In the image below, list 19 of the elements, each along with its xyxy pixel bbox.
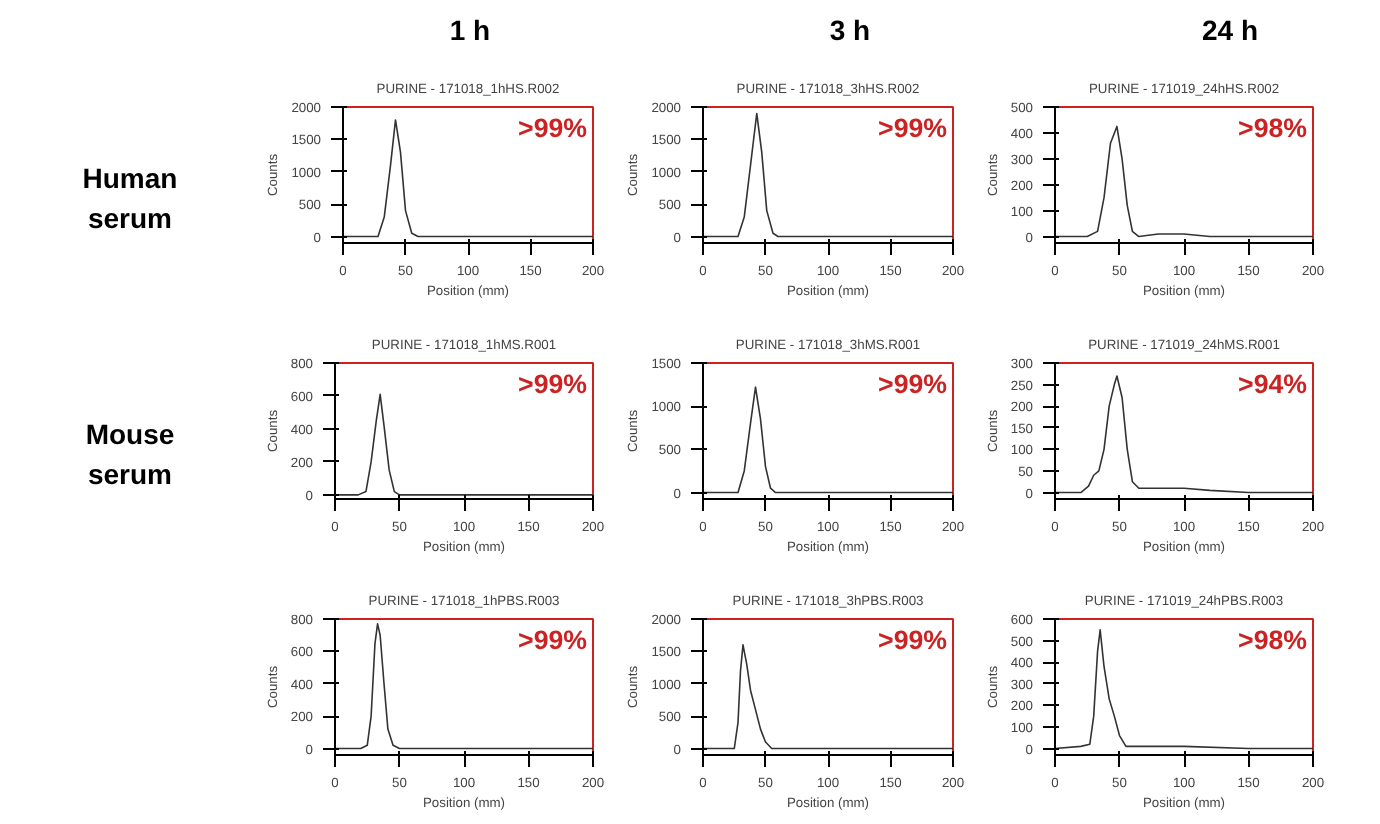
annotation: >99%	[878, 369, 948, 399]
chart-title: 24 h	[1201, 12, 1258, 50]
annotation: >98%	[1238, 625, 1308, 655]
chart-title: 1 h	[449, 12, 491, 50]
annotation: >94%	[1238, 369, 1308, 399]
text: Mouse serum	[85, 416, 175, 494]
chart-title: 3 h	[829, 12, 871, 50]
line-series	[1055, 375, 1313, 494]
annotation: >99%	[878, 113, 948, 143]
line-series	[335, 623, 593, 750]
line-series	[703, 112, 953, 238]
annotation: >99%	[518, 369, 588, 399]
line-series	[1055, 628, 1313, 750]
annotation: >98%	[1238, 113, 1308, 143]
line-series	[343, 119, 593, 238]
annotation: >99%	[518, 113, 588, 143]
annotation: >99%	[878, 625, 948, 655]
annotation: >99%	[518, 625, 588, 655]
text: Human serum	[82, 160, 178, 238]
